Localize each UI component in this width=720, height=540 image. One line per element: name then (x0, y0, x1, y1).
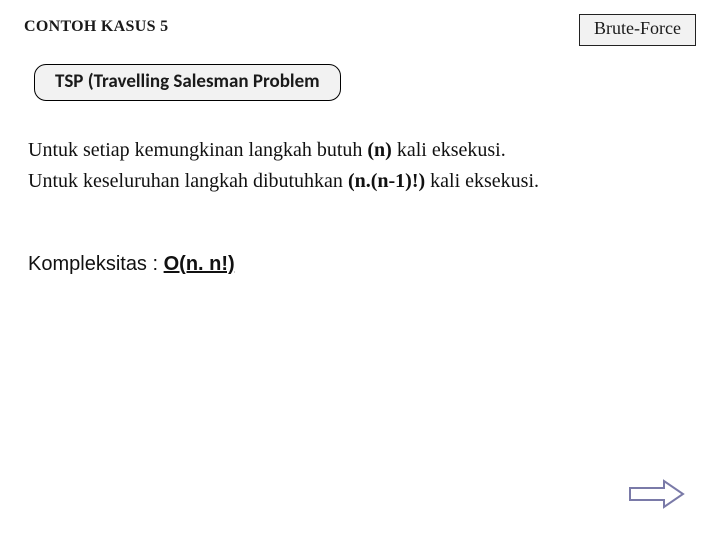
p1-bold: (n) (367, 139, 391, 161)
p1-pre: Untuk setiap kemungkinan langkah butuh (28, 139, 367, 161)
case-title: CONTOH KASUS 5 (24, 18, 168, 36)
paragraph-2: Untuk keseluruhan langkah dibutuhkan (n.… (28, 166, 692, 197)
algorithm-tag: Brute-Force (579, 14, 696, 46)
paragraph-1: Untuk setiap kemungkinan langkah butuh (… (28, 135, 692, 166)
arrow-right-icon (628, 478, 686, 510)
next-arrow-button[interactable] (628, 478, 686, 510)
complexity-bigO: O(n. n!) (164, 253, 235, 275)
complexity-label: Kompleksitas : (28, 253, 164, 275)
subtitle-box: TSP (Travelling Salesman Problem (34, 64, 341, 101)
p2-post: kali eksekusi. (425, 170, 539, 192)
content-area: Untuk setiap kemungkinan langkah butuh (… (0, 101, 720, 276)
p2-bold: (n.(n-1)!) (348, 170, 425, 192)
complexity-line: Kompleksitas : O(n. n!) (28, 253, 692, 276)
p1-post: kali eksekusi. (392, 139, 506, 161)
p2-pre: Untuk keseluruhan langkah dibutuhkan (28, 170, 348, 192)
arrow-shape (630, 481, 683, 507)
